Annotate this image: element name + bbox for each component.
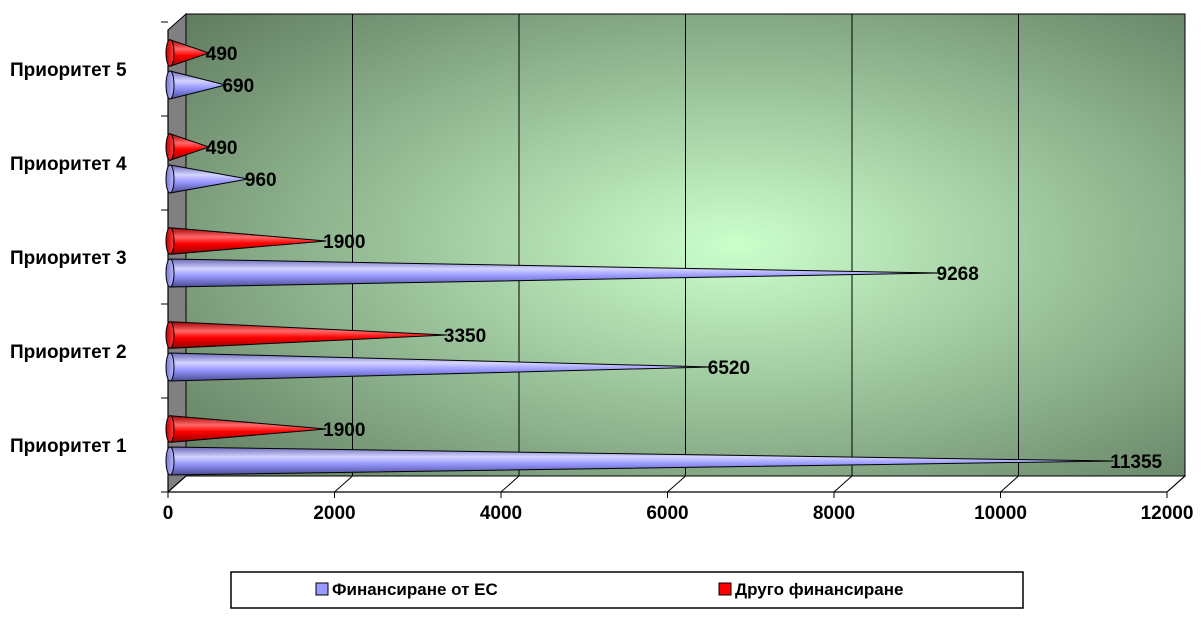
bar-other-3 [165, 227, 327, 255]
legend-swatch-other [718, 582, 732, 596]
legend: Финансиране от ЕС Друго финансиране [230, 571, 1024, 609]
bar-base [165, 164, 175, 194]
category-label: Приоритет 5 [10, 60, 127, 81]
data-label: 490 [206, 44, 238, 65]
bar-other-1 [165, 415, 327, 443]
x-tick-label: 6000 [646, 503, 688, 524]
x-tick-label: 4000 [480, 503, 522, 524]
category-label: Приоритет 1 [10, 436, 127, 457]
bar-other-2 [165, 321, 447, 349]
bar-other-4 [165, 133, 211, 161]
data-labels: 11355 1900 6520 3350 9268 1900 960 490 690 490 [206, 44, 1163, 473]
category-label: Приоритет 4 [10, 154, 127, 175]
bar-base [165, 415, 175, 443]
data-label: 1900 [323, 232, 365, 253]
floor-line-8000 [833, 475, 853, 493]
bar-eu-2 [165, 352, 711, 382]
x-tick-label: 12000 [1141, 503, 1194, 524]
bar-base [165, 321, 175, 349]
floor-line-12000 [1166, 475, 1186, 493]
category-label: Приоритет 2 [10, 342, 127, 363]
data-label: 6520 [708, 358, 750, 379]
legend-swatch-eu [315, 582, 329, 596]
x-tick-label: 8000 [813, 503, 855, 524]
legend-box [230, 571, 1024, 609]
legend-label-other: Друго финансиране [735, 580, 903, 599]
data-label: 1900 [323, 420, 365, 441]
bar-eu-1 [165, 446, 1114, 476]
legend-label-eu: Финансиране от ЕС [332, 580, 498, 599]
bar-base [165, 133, 175, 161]
data-label: 960 [245, 170, 277, 191]
data-label: 490 [206, 138, 238, 159]
floor-line-6000 [667, 475, 686, 493]
bar-base [165, 446, 175, 476]
data-label: 11355 [1110, 452, 1162, 473]
floor-line-4000 [500, 475, 520, 493]
bar-base [165, 227, 175, 255]
bar-base [165, 39, 175, 67]
bar-other-5 [165, 39, 211, 67]
data-label: 9268 [937, 264, 979, 285]
grid-lines [167, 14, 1186, 493]
x-tick-label: 2000 [313, 503, 355, 524]
floor-line-0 [167, 475, 187, 493]
floor-line-2000 [334, 475, 353, 493]
bars [165, 39, 1114, 476]
data-label: 690 [222, 76, 254, 97]
bar-base [165, 352, 175, 382]
floor-line-10000 [1000, 475, 1019, 493]
bar-eu-4 [165, 164, 249, 194]
bar-base [165, 70, 175, 100]
bar-base [165, 258, 175, 288]
x-tick-label: 10000 [974, 503, 1027, 524]
data-label: 3350 [444, 326, 486, 347]
axes: 0 2000 4000 6000 8000 10000 12000 Приоритет 1 Пр… [10, 21, 1194, 524]
x-tick-label: 0 [163, 503, 174, 524]
bar-eu-3 [165, 258, 940, 288]
category-label: Приоритет 3 [10, 248, 127, 269]
bar-eu-5 [165, 70, 226, 100]
